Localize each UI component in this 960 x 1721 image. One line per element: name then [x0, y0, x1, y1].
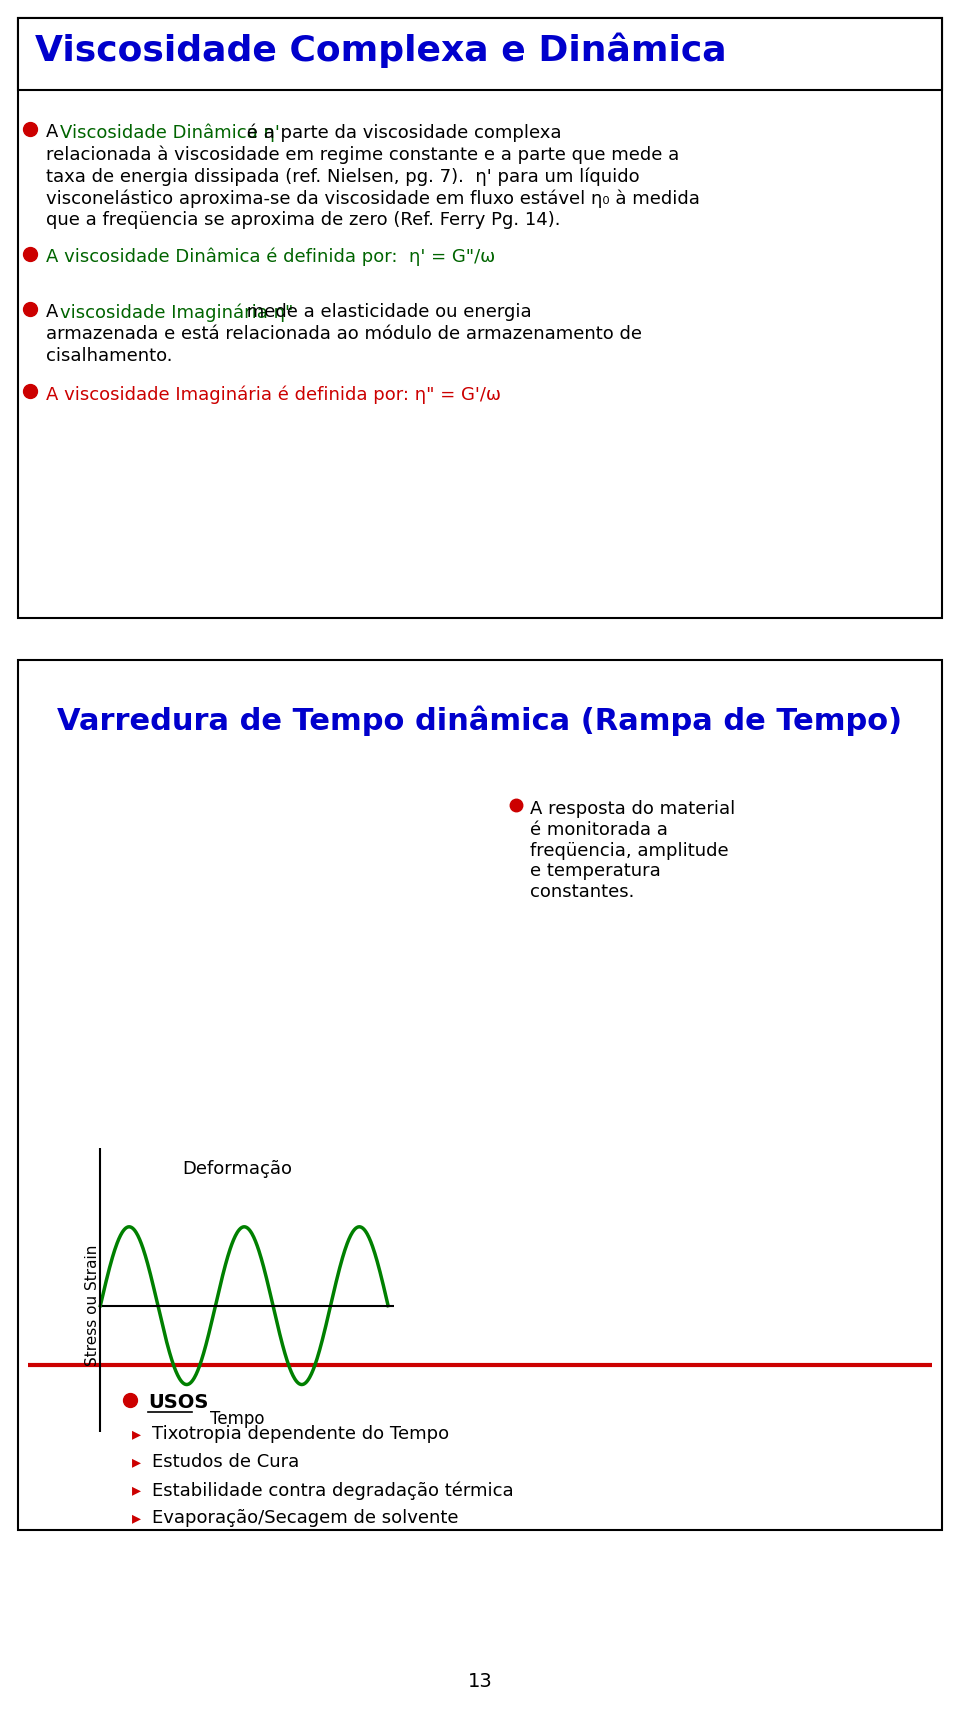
Text: viscosidade Imaginária η": viscosidade Imaginária η": [60, 303, 294, 322]
Text: ▸: ▸: [132, 1482, 141, 1499]
Text: armazenada e está relacionada ao módulo de armazenamento de: armazenada e está relacionada ao módulo …: [46, 325, 642, 342]
Text: Viscosidade Dinâmica η': Viscosidade Dinâmica η': [60, 122, 280, 141]
Text: A resposta do material
é monitorada a
freqüencia, amplitude
e temperatura
consta: A resposta do material é monitorada a fr…: [530, 800, 735, 902]
Text: Estabilidade contra degradação térmica: Estabilidade contra degradação térmica: [152, 1482, 514, 1499]
Text: 13: 13: [468, 1673, 492, 1692]
Text: Stress ou Strain: Stress ou Strain: [85, 1244, 100, 1366]
Text: Deformação: Deformação: [182, 1160, 293, 1177]
Text: Tempo: Tempo: [210, 1409, 265, 1428]
Text: ▸: ▸: [132, 1509, 141, 1527]
Text: Estudos de Cura: Estudos de Cura: [152, 1453, 300, 1471]
Text: Tixotropia dependente do Tempo: Tixotropia dependente do Tempo: [152, 1425, 449, 1442]
Text: relacionada à viscosidade em regime constante e a parte que mede a: relacionada à viscosidade em regime cons…: [46, 145, 680, 163]
Text: Viscosidade Complexa e Dinâmica: Viscosidade Complexa e Dinâmica: [35, 33, 727, 69]
FancyBboxPatch shape: [18, 659, 942, 1530]
Text: taxa de energia dissipada (ref. Nielsen, pg. 7).  η' para um líquido: taxa de energia dissipada (ref. Nielsen,…: [46, 167, 639, 186]
Text: ▸: ▸: [132, 1425, 141, 1442]
Text: A: A: [46, 122, 64, 141]
Text: A viscosidade Imaginária é definida por: η" = G'/ω: A viscosidade Imaginária é definida por:…: [46, 386, 501, 403]
Text: Evaporação/Secagem de solvente: Evaporação/Secagem de solvente: [152, 1509, 459, 1527]
Text: cisalhamento.: cisalhamento.: [46, 348, 173, 365]
Text: Varredura de Tempo dinâmica (Rampa de Tempo): Varredura de Tempo dinâmica (Rampa de Te…: [58, 706, 902, 735]
FancyBboxPatch shape: [18, 17, 942, 618]
Text: USOS: USOS: [148, 1392, 208, 1411]
Text: A: A: [46, 303, 64, 322]
Text: que a freqüencia se aproxima de zero (Ref. Ferry Pg. 14).: que a freqüencia se aproxima de zero (Re…: [46, 212, 561, 229]
Text: é a parte da viscosidade complexa: é a parte da viscosidade complexa: [241, 122, 562, 141]
FancyBboxPatch shape: [18, 17, 942, 89]
Text: ▸: ▸: [132, 1453, 141, 1471]
Text: visconelástico aproxima-se da viscosidade em fluxo estável η₀ à medida: visconelástico aproxima-se da viscosidad…: [46, 189, 700, 208]
Text: mede a elasticidade ou energia: mede a elasticidade ou energia: [241, 303, 532, 322]
Text: A viscosidade Dinâmica é definida por:  η' = G"/ω: A viscosidade Dinâmica é definida por: η…: [46, 248, 495, 267]
